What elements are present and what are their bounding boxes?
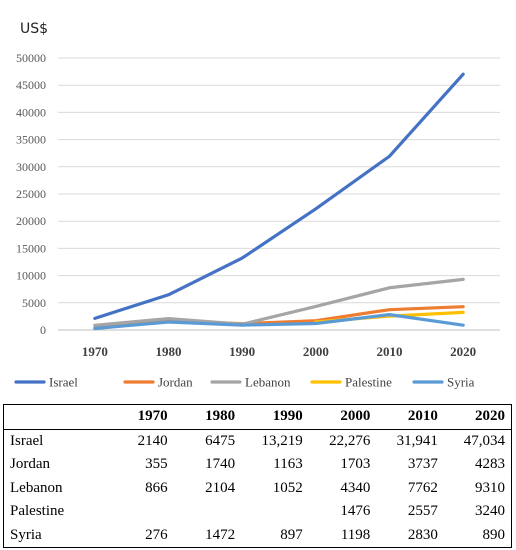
y-tick-label: 10000 [16, 269, 46, 283]
table-row: Syria 276 1472 897 1198 2830 890 [4, 524, 512, 548]
table-cell: 7762 [407, 479, 438, 496]
x-tick-labels: 1970 1980 1990 2000 2010 2020 [82, 344, 476, 359]
table-cell: 2140 [137, 432, 168, 449]
y-tick-label: 50000 [16, 51, 46, 65]
table-cell: 4340 [340, 479, 371, 496]
y-tick-label: 30000 [16, 160, 46, 174]
y-tick-label: 45000 [16, 78, 46, 92]
table-cell: 13,219 [261, 432, 303, 449]
y-axis-label: US$ [20, 21, 48, 37]
x-tick-label: 1980 [156, 344, 182, 359]
table-row-label: Lebanon [10, 479, 63, 496]
table-header-cell: 2000 [308, 404, 377, 430]
table-cell: 1476 [340, 503, 371, 520]
series-line-syria [93, 313, 465, 331]
table-row: Jordan 355 1740 1163 1703 3737 4283 [4, 453, 512, 477]
table-row-label: Jordan [10, 456, 50, 473]
y-tick-label: 35000 [16, 133, 46, 147]
table-cell: 6475 [205, 432, 236, 449]
table-row-label: Syria [10, 526, 42, 543]
table-cell: 890 [482, 526, 506, 543]
table-cell: 866 [145, 479, 168, 496]
table-cell: 3240 [475, 503, 505, 520]
table-cell: 355 [145, 456, 168, 473]
table-cell: 22,276 [329, 432, 371, 449]
table-row: Lebanon 866 2104 1052 4340 7762 9310 [4, 477, 512, 501]
table-header-cell: 1980 [173, 404, 242, 430]
y-tick-labels: 0 5000 10000 15000 20000 25000 30000 35000 40000… [16, 51, 46, 337]
table-corner-cell [3, 404, 106, 430]
y-tick-label: 40000 [16, 105, 46, 119]
x-tick-label: 1970 [82, 344, 108, 359]
table-cell: 1740 [205, 456, 236, 473]
table-row: Palestine 1476 2557 3240 [4, 500, 512, 524]
gridlines [58, 57, 500, 331]
table-cell: 1472 [205, 526, 236, 543]
table-header-cell: 1990 [241, 404, 309, 430]
table-cell: 2104 [205, 479, 236, 496]
table-cell: 31,941 [396, 432, 438, 449]
table-header-cell: 2010 [376, 404, 444, 430]
series-line-lebanon [93, 277, 465, 327]
table-cell: 1703 [340, 456, 371, 473]
legend-label: Jordan [158, 375, 193, 390]
x-tick-label: 1990 [229, 344, 255, 359]
table-body: Israel 2140 6475 13,219 22,276 31,941 47,034 Jo… [4, 429, 512, 548]
table-cell [241, 500, 309, 524]
table-cell: 3737 [407, 456, 438, 473]
y-tick-label: 0 [40, 323, 46, 337]
y-tick-label: 20000 [16, 214, 46, 228]
table-row: Israel 2140 6475 13,219 22,276 31,941 47,034 [4, 429, 512, 453]
table-cell: 2830 [407, 526, 438, 543]
line-chart: US$ 0 5000 10000 15000 20000 25000 30000 35000 4… [14, 21, 500, 390]
x-tick-label: 2020 [450, 344, 476, 359]
y-tick-label: 25000 [16, 187, 46, 201]
table-cell: 276 [145, 526, 168, 543]
table-cell: 4283 [475, 456, 505, 473]
y-tick-label: 15000 [16, 241, 46, 255]
legend-label: Lebanon [245, 375, 291, 390]
table-cell: 1163 [273, 456, 303, 473]
table-cell [174, 500, 242, 524]
table-row-label: Israel [10, 432, 44, 449]
data-table: 1970 1980 1990 2000 2010 2020 Israel 2140 6475 1… [3, 404, 512, 548]
table-header-row: 1970 1980 1990 2000 2010 2020 [3, 404, 512, 430]
series-lines [93, 72, 465, 331]
table-cell: 897 [280, 526, 303, 543]
legend-label: Israel [49, 375, 78, 390]
table-cell: 9310 [475, 479, 505, 496]
legend-label: Syria [447, 375, 475, 390]
x-tick-label: 2000 [303, 344, 329, 359]
y-tick-label: 5000 [22, 296, 46, 310]
table-cell: 1198 [340, 526, 371, 543]
table-header-cell: 1970 [106, 404, 174, 430]
table-row-label: Palestine [10, 503, 65, 520]
series-line-israel [93, 72, 465, 320]
x-tick-label: 2010 [377, 344, 403, 359]
table-cell: 1052 [272, 479, 303, 496]
table-cell [106, 500, 174, 524]
table-cell: 2557 [407, 503, 438, 520]
table-header-cell: 2020 [443, 404, 512, 430]
table-cell: 47,034 [463, 432, 505, 449]
legend: Israel Jordan Lebanon Palestine Syria [14, 375, 475, 390]
legend-label: Palestine [345, 375, 392, 390]
